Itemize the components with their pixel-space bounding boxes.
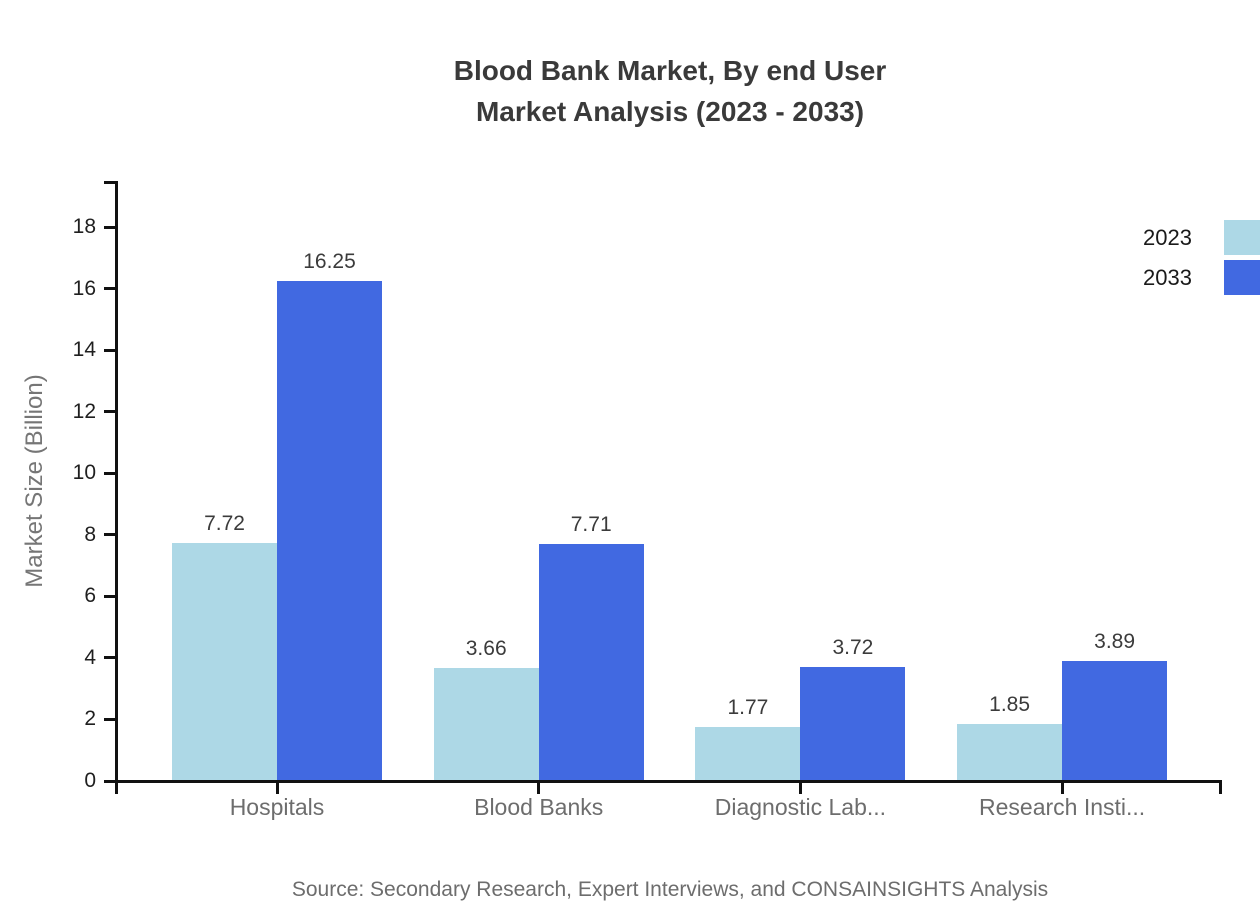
bar-2033-research-insti [1062, 661, 1168, 781]
y-tick-label: 12 [72, 399, 96, 423]
x-axis-line [115, 780, 1222, 783]
chart-title-line1: Blood Bank Market, By end User [453, 55, 887, 86]
y-tick [104, 779, 118, 783]
legend-swatch-2033 [1224, 260, 1260, 295]
y-tick-label: 10 [72, 461, 96, 485]
plot-area: 7.72 16.25 3.66 7.71 1.77 3.72 1.85 3.89 [118, 181, 1222, 781]
bar-value-label: 7.71 [570, 512, 612, 536]
bar-value-label: 3.66 [465, 637, 507, 661]
y-tick-label: 2 [84, 707, 96, 731]
y-tick [104, 656, 118, 660]
y-tick [104, 348, 118, 352]
bar-value-label: 1.85 [989, 693, 1031, 717]
y-tick-label: 16 [72, 276, 96, 300]
x-category-label-research-insti: Research Insti... [979, 794, 1146, 820]
bar-2023-hospitals [172, 543, 277, 781]
legend-label-2033: 2033 [1143, 265, 1192, 290]
y-tick [104, 717, 118, 721]
legend-label-2023: 2023 [1143, 225, 1192, 250]
y-tick-label: 14 [72, 338, 96, 362]
x-category-label-hospitals: Hospitals [229, 794, 325, 820]
bar-value-label: 3.89 [1094, 630, 1136, 654]
x-tick [275, 781, 279, 794]
x-category-label-diagnostic-lab: Diagnostic Lab... [714, 794, 887, 820]
chart-title-line2: Market Analysis (2023 - 2033) [475, 96, 865, 127]
x-tick [798, 781, 802, 794]
bar-2023-research-insti [957, 724, 1063, 781]
y-tick [104, 410, 118, 414]
bar-value-label: 1.77 [727, 695, 769, 719]
y-tick-label: 6 [84, 584, 96, 608]
bar-2033-hospitals [277, 281, 382, 781]
bar-2023-blood-banks [433, 668, 539, 781]
y-tick [104, 287, 118, 291]
bar-value-label: 16.25 [303, 250, 356, 273]
y-tick [104, 594, 118, 598]
y-axis-top-cap [104, 181, 118, 184]
y-tick-label: 0 [84, 769, 96, 792]
chart-title: Blood Bank Market, By end User Market An… [118, 50, 1222, 132]
bar-2033-blood-banks [538, 543, 644, 781]
bar-value-label: 3.72 [832, 635, 874, 659]
bar-value-label: 7.72 [204, 512, 245, 536]
bar-2033-diagnostic-lab [800, 666, 906, 781]
x-tick [1060, 781, 1064, 794]
y-axis-line [115, 181, 118, 794]
y-tick-label: 18 [72, 215, 96, 239]
y-tick [104, 225, 118, 229]
x-tick [537, 781, 541, 794]
y-tick [104, 533, 118, 537]
y-tick [104, 471, 118, 475]
source-note: Source: Secondary Research, Expert Inter… [291, 878, 1049, 901]
bar-2023-diagnostic-lab [695, 726, 801, 781]
x-category-label-blood-banks: Blood Banks [474, 794, 604, 820]
x-axis-end-tick [1219, 781, 1222, 794]
y-tick-label: 4 [84, 645, 96, 669]
y-tick-label: 8 [84, 522, 96, 546]
legend-swatch-2023 [1224, 220, 1260, 255]
